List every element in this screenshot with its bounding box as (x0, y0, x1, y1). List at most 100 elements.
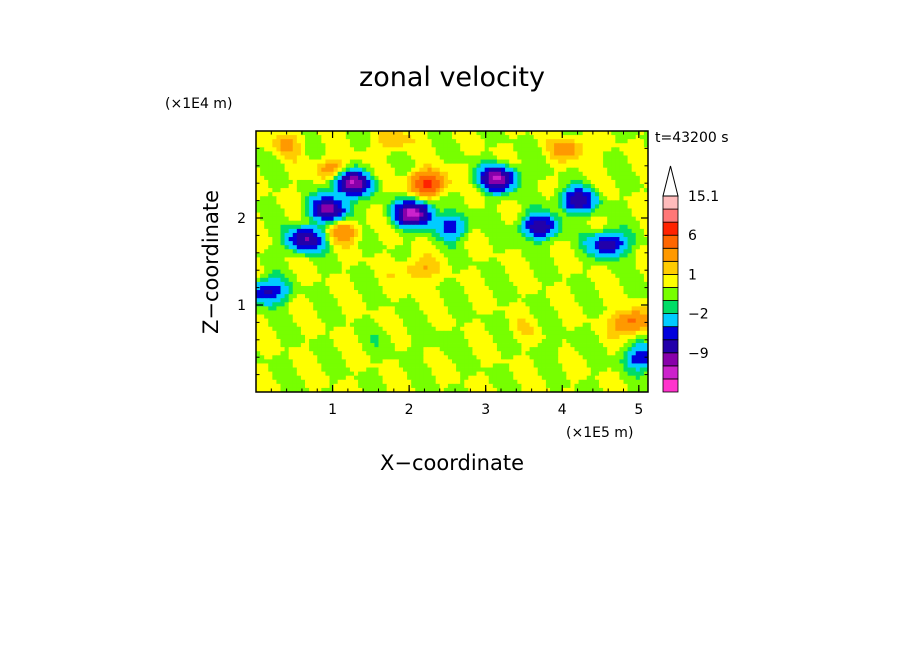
heatmap-cell (480, 241, 486, 246)
heatmap-cell (586, 290, 592, 295)
heatmap-cell (276, 269, 281, 275)
heatmap-cell (639, 188, 645, 193)
heatmap-cell (374, 192, 379, 197)
heatmap-cell (496, 216, 502, 222)
heatmap-cell (341, 220, 347, 226)
heatmap-cell (468, 232, 473, 238)
heatmap-cell (517, 155, 522, 160)
heatmap-cell (603, 196, 608, 201)
heatmap-cell (631, 294, 637, 299)
heatmap-cell (354, 277, 359, 283)
heatmap-cell (529, 135, 535, 140)
heatmap-cell (398, 179, 404, 185)
heatmap-cell (545, 143, 551, 148)
heatmap-cell (554, 314, 559, 319)
heatmap-cell (529, 326, 535, 332)
heatmap-cell (574, 131, 579, 136)
heatmap-cell (505, 306, 510, 311)
heatmap-cell (427, 216, 432, 222)
heatmap-cell (631, 171, 637, 177)
heatmap-cell (476, 298, 481, 303)
heatmap-cell (333, 224, 339, 230)
heatmap-cell (566, 184, 571, 189)
heatmap-cell (280, 261, 285, 266)
heatmap-cell (407, 314, 412, 319)
heatmap-cell (333, 257, 339, 262)
heatmap-cell (370, 294, 375, 299)
heatmap-cell (354, 220, 359, 226)
heatmap-cell (480, 310, 486, 315)
heatmap-cell (349, 338, 355, 344)
heatmap-cell (558, 314, 563, 319)
heatmap-cell (452, 147, 457, 152)
heatmap-cell (492, 179, 498, 185)
heatmap-cell (374, 298, 379, 303)
heatmap-cell (517, 318, 522, 324)
heatmap-cell (639, 192, 645, 197)
heatmap-cell (296, 281, 302, 287)
heatmap-cell (403, 167, 408, 173)
heatmap-cell (333, 318, 339, 324)
heatmap-cell (603, 139, 608, 144)
heatmap-cell (537, 147, 543, 152)
heatmap-cell (325, 241, 330, 246)
heatmap-cell (411, 281, 416, 287)
heatmap-cell (411, 208, 416, 213)
heatmap-cell (370, 151, 375, 156)
heatmap-cell (264, 131, 269, 136)
heatmap-cell (296, 179, 302, 185)
heatmap-cell (521, 220, 526, 226)
heatmap-cell (607, 175, 612, 181)
heatmap-cell (313, 163, 318, 169)
heatmap-cell (321, 298, 326, 303)
heatmap-cell (415, 184, 420, 189)
heatmap-cell (525, 159, 530, 165)
heatmap-cell (574, 224, 579, 230)
heatmap-cell (558, 139, 563, 144)
heatmap-cell (607, 151, 612, 156)
heatmap-cell (623, 155, 628, 160)
heatmap-cell (370, 188, 375, 193)
heatmap-cell (362, 318, 367, 324)
heatmap-cell (525, 216, 530, 222)
heatmap-cell (374, 273, 379, 279)
heatmap-cell (333, 294, 339, 299)
heatmap-cell (305, 143, 310, 148)
heatmap-cell (337, 306, 343, 311)
heatmap-cell (292, 241, 298, 246)
heatmap-cell (562, 257, 567, 262)
heatmap-cell (599, 326, 604, 332)
heatmap-cell (525, 188, 530, 193)
heatmap-cell (590, 302, 596, 307)
heatmap-cell (439, 147, 445, 152)
heatmap-cell (468, 192, 473, 197)
heatmap-cell (366, 294, 371, 299)
heatmap-cell (292, 310, 298, 315)
heatmap-cell (329, 175, 334, 181)
heatmap-cell (394, 294, 400, 299)
heatmap-cell (521, 212, 526, 218)
heatmap-cell (288, 298, 294, 303)
heatmap-cell (341, 171, 347, 177)
heatmap-cell (407, 196, 412, 201)
heatmap-cell (300, 139, 306, 144)
heatmap-cell (558, 196, 563, 201)
heatmap-cell (313, 228, 318, 234)
heatmap-cell (513, 208, 518, 213)
heatmap-cell (329, 167, 334, 173)
heatmap-cell (452, 298, 457, 303)
heatmap-cell (480, 318, 486, 324)
heatmap-cell (447, 224, 453, 230)
heatmap-cell (415, 163, 420, 169)
heatmap-cell (300, 175, 306, 181)
heatmap-cell (366, 261, 371, 266)
heatmap-cell (484, 285, 490, 291)
heatmap-cell (643, 257, 648, 262)
heatmap-cell (268, 326, 273, 332)
heatmap-cell (566, 249, 571, 254)
heatmap-cell (305, 294, 310, 299)
heatmap-cell (411, 334, 416, 340)
heatmap-cell (574, 298, 579, 303)
heatmap-cell (488, 159, 494, 165)
heatmap-cell (603, 179, 608, 185)
